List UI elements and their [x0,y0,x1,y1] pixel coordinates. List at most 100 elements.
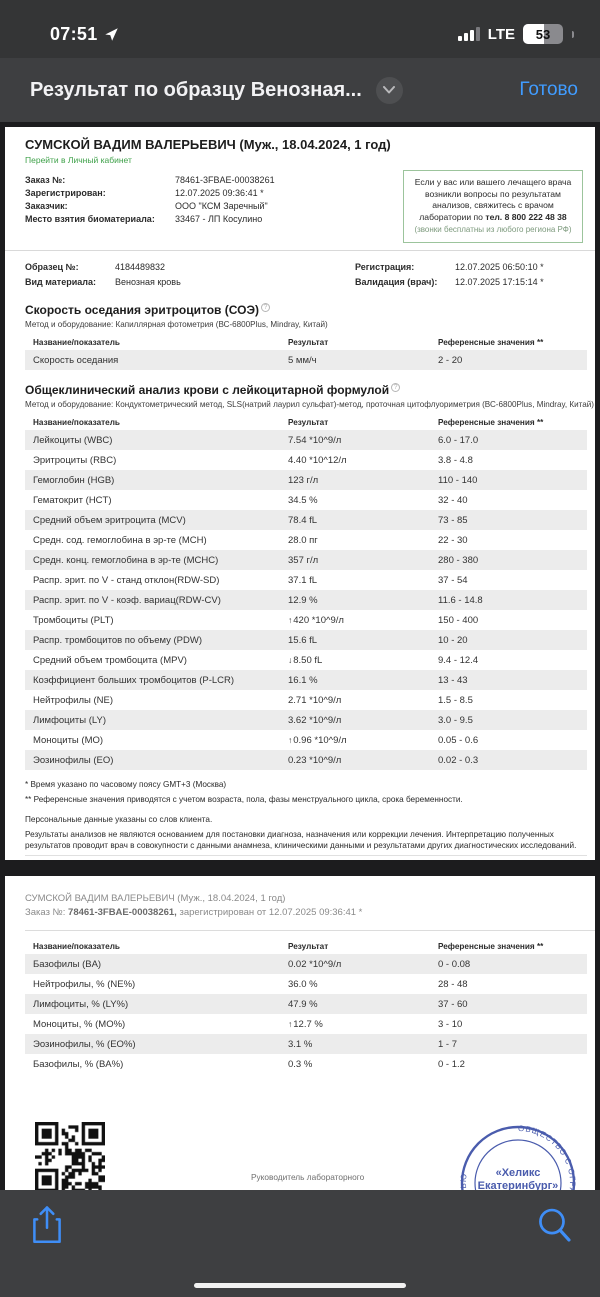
sample-info-block: Образец №: 4184489832 Вид материала: Вен… [25,251,587,290]
cell-parameter: Гемоглобин (HGB) [33,474,115,486]
signature-title-label: Руководитель лабораторного [251,1172,365,1182]
table-row: Лейкоциты (WBC) 7.54 *10^9/л 6.0 - 17.0 [25,430,587,450]
cell-reference: 0.02 - 0.3 [438,754,479,766]
cell-result: 34.5 % [288,494,318,506]
battery-nub [572,30,574,38]
table-row: Скорость оседания 5 мм/ч 2 - 20 [25,350,587,370]
cell-reference: 280 - 380 [438,554,479,566]
cell-result: 2.71 *10^9/л [288,694,342,706]
table-header: Название/показатель Результат Референсные … [33,338,544,347]
report-page-1: СУМСКОЙ ВАДИМ ВАЛЕРЬЕВИЧ (Муж., 18.04.20… [5,127,595,860]
section-divider [25,930,595,931]
table-row: Средний объем тромбоцита (MPV) ↓8.50 fL 9.… [25,650,587,670]
cell-reference: 11.6 - 14.8 [438,594,483,606]
cell-reference: 37 - 60 [438,998,468,1010]
cell-reference: 37 - 54 [438,574,468,586]
svg-text:Екатеринбург»: Екатеринбург» [478,1180,559,1190]
cell-reference: 0 - 1.2 [438,1058,465,1070]
table-row: Средн. конц. гемоглобина в эр-те (MCHC) 3… [25,550,587,570]
cell-parameter: Распр. эрит. по V - станд отклон(RDW-SD) [33,574,220,586]
lab-contact-notice: Если у вас или вашего лечащего врача воз… [403,170,583,243]
table-row: Тромбоциты (PLT) ↑420 *10^9/л 150 - 400 [25,610,587,630]
sample-info-row: Вид материала: Венозная кровь [25,277,181,287]
table-row: Коэффициент больших тромбоцитов (P-LCR) 1… [25,670,587,690]
bottom-toolbar [0,1190,600,1297]
status-bar: 07:51 LTE 53 [0,0,600,58]
cell-result: 123 г/л [288,474,319,486]
table-row: Эритроциты (RBC) 4.40 *10^12/л 3.8 - 4.8 [25,450,587,470]
cell-result: ↑0.96 *10^9/л [288,734,347,746]
cell-parameter: Тромбоциты (PLT) [33,614,114,626]
footnote: * Время указано по часовому поясу GMT+3 … [25,780,227,789]
order-info-row: Заказчик: ООО "КСМ Заречный" [25,201,268,211]
qr-code [35,1122,105,1190]
test-table: Название/показатель Результат Референсные … [25,939,587,1074]
table-row: Базофилы, % (BA%) 0.3 % 0 - 1.2 [25,1054,587,1074]
cell-result: 357 г/л [288,554,319,566]
cell-parameter: Скорость оседания [33,354,119,366]
cell-result: 0.02 *10^9/л [288,958,342,970]
cell-result: 7.54 *10^9/л [288,434,342,446]
cell-parameter: Средн. конц. гемоглобина в эр-те (MCHC) [33,554,219,566]
network-type-label: LTE [487,25,515,43]
battery-icon: 53 [523,24,563,44]
sample-info-row: Образец №: 4184489832 [25,262,166,272]
home-indicator[interactable] [194,1283,406,1288]
chevron-down-icon[interactable] [375,76,403,104]
svg-text:«Хеликс: «Хеликс [496,1167,541,1179]
cell-result: ↑12.7 % [288,1018,323,1030]
cell-reference: 3.8 - 4.8 [438,454,473,466]
info-icon: ? [261,303,270,312]
cell-parameter: Лимфоциты (LY) [33,714,106,726]
cell-reference: 110 - 140 [438,474,478,486]
section-method: Метод и оборудование: Кондуктометрически… [25,400,594,409]
cell-reference: 0.05 - 0.6 [438,734,479,746]
footnote: Результаты анализов не являются основани… [25,829,577,851]
lab-stamp: ОБЩЕСТВО С ОГРАНИЧЕННОЙ ОТВЕТСТВЕННОСТЬЮ… [459,1124,576,1190]
cell-parameter: Гематокрит (HCT) [33,494,112,506]
cell-reference: 1.5 - 8.5 [438,694,473,706]
order-line: Заказ №: 78461-3FBAE-00038261, зарегистр… [25,907,363,918]
cell-reference: 13 - 43 [438,674,468,686]
cell-result: ↑420 *10^9/л [288,614,344,626]
arrow-up-icon: ↑ [288,614,293,625]
cell-result: 5 мм/ч [288,354,317,366]
page-gap [5,860,595,876]
cell-reference: 32 - 40 [438,494,468,506]
table-row: Нейтрофилы (NE) 2.71 *10^9/л 1.5 - 8.5 [25,690,587,710]
cell-result: 47.9 % [288,998,318,1010]
share-icon[interactable] [30,1204,64,1246]
nav-bar: Результат по образцу Венозная... Готово [0,58,600,122]
cell-parameter: Базофилы, % (BA%) [33,1058,124,1070]
personal-cabinet-link[interactable]: Перейти в Личный кабинет [25,155,132,165]
sample-info-row: Регистрация: 12.07.2025 06:50:10 * [355,262,544,272]
table-row: Эозинофилы (EO) 0.23 *10^9/л 0.02 - 0.3 [25,750,587,770]
cell-result: 3.1 % [288,1038,313,1050]
cell-parameter: Моноциты (MO) [33,734,104,746]
done-button[interactable]: Готово [519,79,578,100]
order-info-block: Заказ №: 78461-3FBAE-00038261 Зарегистри… [25,170,587,243]
arrow-down-icon: ↓ [288,654,293,665]
lab-phone: тел. 8 800 222 48 38 [485,211,567,222]
table-row: Гемоглобин (HGB) 123 г/л 110 - 140 [25,470,587,490]
order-info-row: Место взятия биоматериала: 33467 - ЛП Ко… [25,214,263,224]
table-row: Лимфоциты, % (LY%) 47.9 % 37 - 60 [25,994,587,1014]
info-icon: ? [391,383,401,392]
location-arrow-icon [104,27,118,41]
search-icon[interactable] [536,1206,572,1244]
table-row: Эозинофилы, % (EO%) 3.1 % 1 - 7 [25,1034,587,1054]
table-row: Гематокрит (HCT) 34.5 % 32 - 40 [25,490,587,510]
footnote: ** Референсные значения приводятся с уче… [25,794,463,804]
cell-parameter: Распр. тромбоцитов по объему (PDW) [33,634,203,646]
table-row: Средний объем эритроцита (MCV) 78.4 fL 73 … [25,510,587,530]
patient-name: СУМСКОЙ ВАДИМ ВАЛЕРЬЕВИЧ (Муж., 18.04.20… [25,893,286,904]
cell-parameter: Лимфоциты, % (LY%) [33,998,129,1010]
pdf-viewer[interactable]: СУМСКОЙ ВАДИМ ВАЛЕРЬЕВИЧ (Муж., 18.04.20… [0,122,600,1190]
cell-result: 15.6 fL [288,634,318,646]
clock: 07:51 [50,23,98,44]
cell-result: 3.62 *10^9/л [288,714,342,726]
cell-result: 28.0 пг [288,534,318,546]
cell-result: 78.4 fL [288,514,318,526]
table-header: Название/показатель Результат Референсные … [33,418,544,427]
